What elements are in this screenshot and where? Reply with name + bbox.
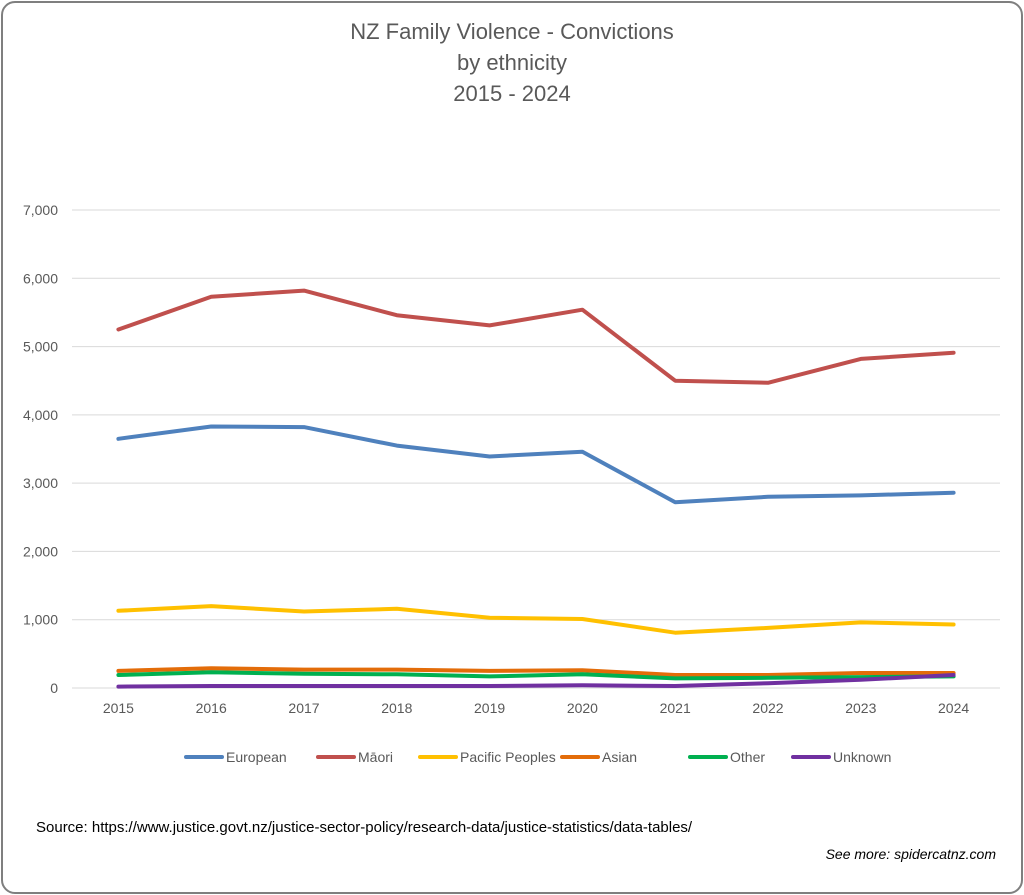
x-tick-label: 2024	[938, 700, 969, 716]
y-axis-ticks: 0 1,000 2,000 3,000 4,000 5,000 6,000 7,000	[23, 202, 58, 696]
series-line-pacific-peoples	[116, 604, 956, 635]
legend-label-unknown: Unknown	[833, 749, 891, 765]
series-lines	[116, 288, 956, 689]
legend-label-other: Other	[730, 749, 765, 765]
series-line-asian	[116, 666, 956, 677]
y-tick-label: 3,000	[23, 475, 58, 491]
series-line-unknown	[116, 673, 956, 689]
legend-label-m-ori: Māori	[358, 749, 393, 765]
y-tick-label: 4,000	[23, 407, 58, 423]
legend-label-european: European	[226, 749, 287, 765]
y-tick-label: 6,000	[23, 270, 58, 286]
see-more-note: See more: spidercatnz.com	[825, 846, 996, 862]
series-line-other	[116, 670, 956, 681]
series-line-european	[116, 424, 956, 505]
x-tick-label: 2020	[567, 700, 598, 716]
x-tick-label: 2021	[660, 700, 691, 716]
chart-title: NZ Family Violence - Convictions by ethn…	[0, 16, 1024, 109]
gridlines	[72, 209, 1000, 689]
x-tick-label: 2016	[196, 700, 227, 716]
x-tick-label: 2022	[752, 700, 783, 716]
y-tick-label: 2,000	[23, 543, 58, 559]
source-note: Source: https://www.justice.govt.nz/just…	[36, 819, 693, 836]
legend: European Māori Pacific Peoples Asian Other Un…	[184, 749, 891, 765]
x-tick-label: 2019	[474, 700, 505, 716]
x-tick-label: 2018	[381, 700, 412, 716]
y-tick-label: 7,000	[23, 202, 58, 218]
chart-title-line-1: NZ Family Violence - Convictions	[350, 19, 674, 44]
legend-label-asian: Asian	[602, 749, 637, 765]
x-tick-label: 2017	[288, 700, 319, 716]
y-tick-label: 5,000	[23, 339, 58, 355]
x-axis-ticks: 2015 2016 2017 2018 2019 2020 2021 2022 2023 2024	[103, 700, 970, 716]
series-line-m-ori	[116, 288, 956, 385]
y-tick-label: 1,000	[23, 612, 58, 628]
chart-title-line-2: by ethnicity	[456, 50, 568, 75]
legend-label-pacific-peoples: Pacific Peoples	[460, 749, 556, 765]
y-tick-label: 0	[50, 680, 58, 696]
chart-title-line-3: 2015 - 2024	[453, 81, 571, 106]
x-tick-label: 2015	[103, 700, 134, 716]
x-tick-label: 2023	[845, 700, 876, 716]
